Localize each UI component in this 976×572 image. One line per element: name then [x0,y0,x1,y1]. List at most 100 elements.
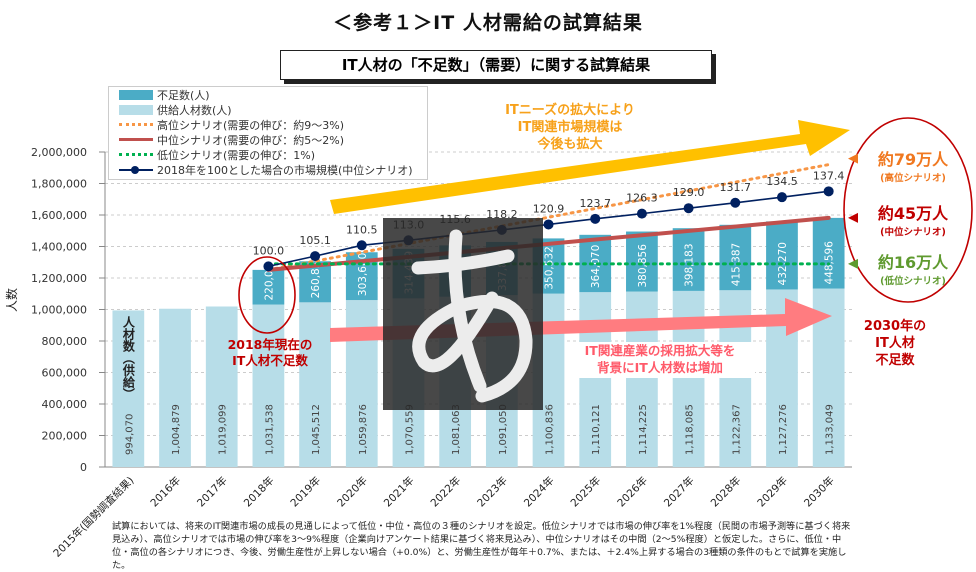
legend-item-index: 2018年を100とした場合の市場規模(中位シナリオ) [109,162,427,177]
legend-swatch [119,165,153,174]
supply-bar-annotation: 人材数（供給） [121,315,135,400]
y-tick-label: 200,000 [42,430,88,443]
page-title: ＜参考１＞IT 人材需給の試算結果 [333,12,643,34]
legend: 不足数(人) 供給人材数(人) 高位シナリオ(需要の伸び：約9～3%) 中位シナ… [108,86,428,180]
annotation-line: ITニーズの拡大により [505,103,635,118]
market-index-point [636,208,647,219]
ime-hiragana-a-glyph-icon [411,229,533,403]
bar-shortage [766,221,798,290]
callout-arrowhead [848,153,858,164]
bar-label-supply: 1,070,559 [404,404,415,455]
highlight-ellipse-2030 [843,117,973,303]
legend-item-high: 高位シナリオ(需要の伸び：約9～3%) [109,117,427,132]
y-tick-label: 2,000,000 [31,146,87,159]
annotation-line: IT人材 [875,336,915,351]
callout-value: 約45万人 [877,204,949,223]
bar-label-supply: 994,070 [124,414,135,455]
market-index-label: 126.3 [626,192,658,205]
legend-item-mid: 中位シナリオ(需要の伸び：約5～2%) [109,132,427,147]
bar-label-shortage: 448,596 [824,241,836,285]
annotation-line: 2030年の [863,319,927,334]
bar-shortage [626,231,658,292]
x-tick-label: 2016年 [148,474,184,510]
market-index-label: 123.7 [579,197,611,210]
shortage-2030-annotation: 2030年の IT人材 不足数 [850,318,940,369]
market-index-point [310,251,321,262]
market-index-label: 100.0 [253,244,285,257]
annotation-line: 今後も拡大 [537,137,603,152]
mid-scenario-callout: 約45万人 (中位シナリオ) [858,200,968,238]
footnote: 試算においては、将来のIT関連市場の成長の見通しによって低位・中位・高位の３種の… [112,521,851,571]
low-scenario-callout: 約16万人 (低位シナリオ) [858,249,968,287]
callout-label: (低位シナリオ) [880,276,946,287]
legend-swatch [119,104,153,115]
supply-increase-annotation: IT関連産業の採用拡大等を 背景にIT人材数は増加 [565,342,755,378]
bar-shortage [672,228,705,291]
y-axis-label: 人数 [4,288,19,312]
bar-label-supply: 1,122,367 [731,404,742,455]
market-index-label: 105.1 [299,234,331,247]
y-tick-label: 600,000 [42,367,88,380]
market-index-label: 134.5 [766,175,798,188]
x-tick-label: 2019年 [288,474,324,510]
market-index-label: 137.4 [813,169,845,182]
legend-label: 低位シナリオ(需要の伸び：1%) [157,148,316,162]
callout-arrowhead [848,212,858,223]
market-index-label: 118.2 [486,208,518,221]
bar-shortage [812,217,845,289]
scenario-line [266,215,831,272]
callout-value: 約79万人 [877,150,949,169]
legend-label: 高位シナリオ(需要の伸び：約9～3%) [157,118,345,132]
bar-label-shortage: 380,856 [637,244,649,288]
legend-swatch [119,89,153,100]
market-index-point [263,261,274,272]
market-index-label: 110.5 [346,223,378,236]
bar-label-shortage: 364,070 [590,245,602,288]
legend-swatch [119,153,153,156]
bar-label-supply: 1,100,836 [545,404,556,455]
market-index-label: 129.0 [673,186,705,199]
annotation-line: 2018年現在の [227,337,313,352]
chart-subtitle: IT人材の「不足数」（需要）に関する試算結果 [280,50,712,80]
annotation-line: 背景にIT人材数は増加 [597,360,723,375]
bar-label-supply: 1,110,121 [591,404,602,455]
bar-label-supply: 1,059,876 [358,404,369,455]
bar-label-shortage: 350,532 [544,246,556,289]
market-index-point [730,197,741,208]
x-tick-label: 2023年 [474,474,510,510]
x-tick-label: 2017年 [194,474,230,510]
callout-label: (中位シナリオ) [880,227,946,238]
market-index-point [683,203,694,214]
y-tick-label: 1,200,000 [31,272,87,285]
bar-label-supply: 1,081,063 [451,404,462,455]
bar-label-supply: 1,133,049 [825,404,836,455]
x-tick-label: 2030年 [801,474,837,510]
y-tick-label: 1,600,000 [31,209,87,222]
y-tick-label: 1,800,000 [31,178,87,191]
x-tick-label: 2025年 [568,474,604,510]
bar-shortage [719,224,752,291]
bar-label-supply: 1,091,050 [498,404,509,455]
x-tick-label: 2026年 [615,474,651,510]
bar-supply [112,310,145,467]
y-tick-label: 1,000,000 [31,304,87,317]
y-tick-label: 1,400,000 [31,241,87,254]
highlight-ellipse-2018 [238,256,296,334]
annotation-line: IT人材不足数 [232,353,308,368]
y-tick-label: 800,000 [42,335,88,348]
bar-label-shortage: 432,270 [777,242,789,285]
bar-supply [299,302,331,467]
bar-label-supply: 1,031,538 [264,404,275,455]
x-tick-label: 2021年 [381,474,417,510]
market-index-label: 120.9 [533,202,565,215]
ime-overlay [383,218,543,410]
market-index-label: 131.7 [720,181,752,194]
legend-label: 不足数(人) [157,88,210,102]
bar-label-supply: 1,114,225 [638,404,649,455]
it-needs-annotation: ITニーズの拡大により IT関連市場規模は 今後も拡大 [470,102,670,153]
legend-item-supply: 供給人材数(人) [109,102,427,117]
legend-swatch [119,123,153,126]
bar-supply [205,306,238,467]
legend-label: 2018年を100とした場合の市場規模(中位シナリオ) [157,163,413,177]
callout-value: 約16万人 [877,253,949,272]
